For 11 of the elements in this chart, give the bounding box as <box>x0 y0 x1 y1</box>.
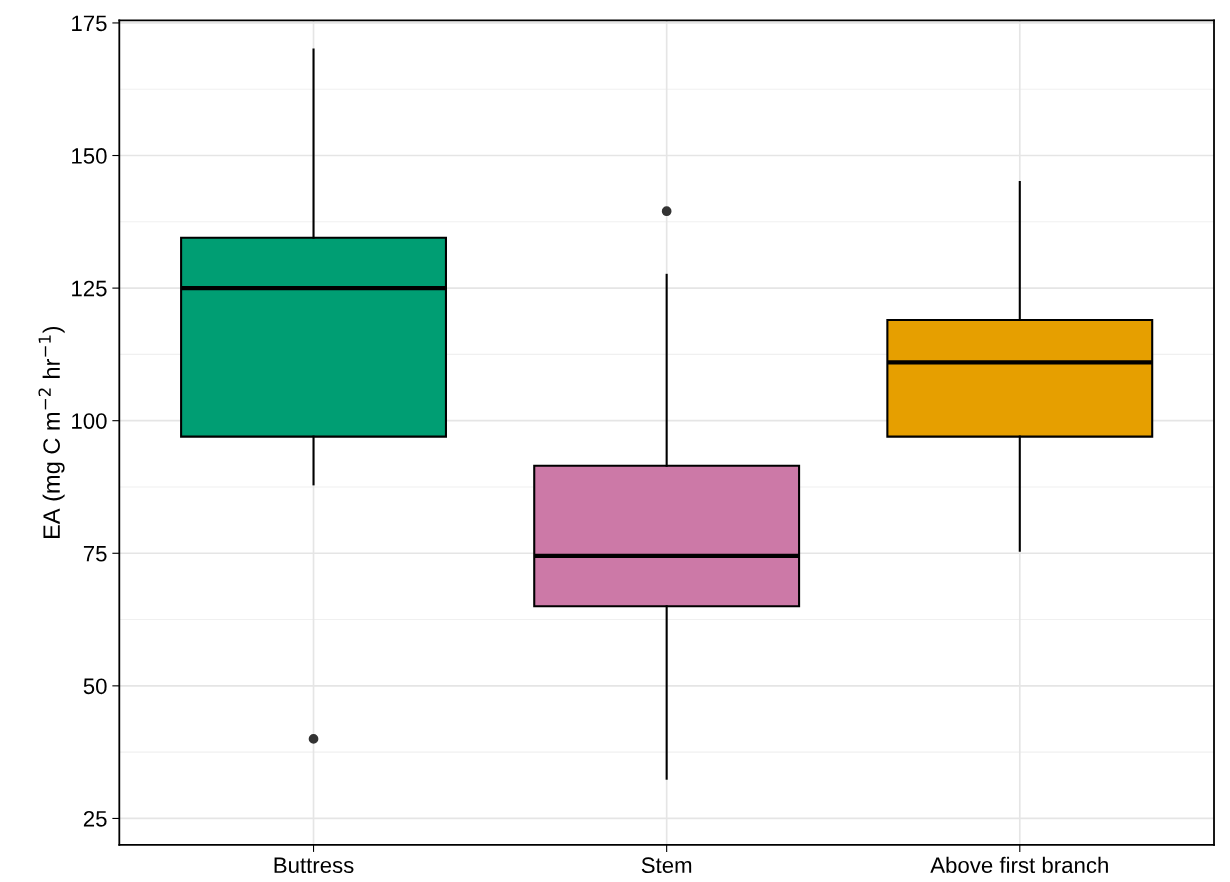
y-tick-label: 50 <box>83 678 107 695</box>
y-tick-label: 100 <box>72 413 107 429</box>
y-axis-title: EA (mg C m$^{−2}$ hr$^{−1}$) <box>38 326 65 538</box>
x-tick-label: Above first branch <box>930 856 1108 874</box>
y-tick-label: 125 <box>72 280 107 297</box>
y-tick-label: 150 <box>72 148 107 164</box>
x-tick-label: Stem <box>641 857 692 874</box>
x-tick-label: Buttress <box>274 857 354 874</box>
y-tick-label: 25 <box>83 810 107 827</box>
y-tick-label: 175 <box>72 15 107 32</box>
y-tick-label: 75 <box>83 546 107 562</box>
